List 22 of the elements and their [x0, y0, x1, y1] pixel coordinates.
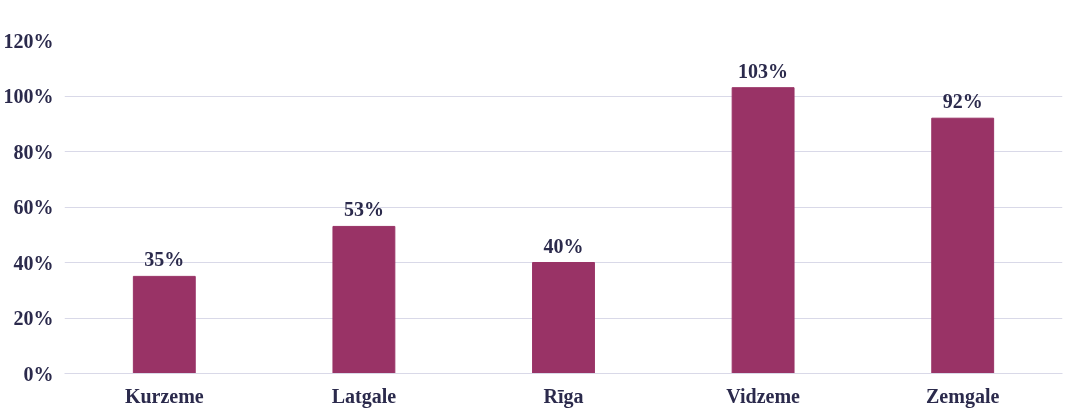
bar [931, 117, 995, 374]
data-label: 40% [543, 234, 584, 257]
y-tick-label: 100% [3, 85, 54, 107]
x-tick-label: Kurzeme [124, 384, 204, 407]
x-tick-label: Zemgale [926, 384, 1000, 408]
y-tick-label: 60% [13, 196, 54, 218]
y-tick-label: 0% [23, 362, 54, 385]
bar [332, 225, 396, 374]
x-tick-label: Latgale [331, 384, 397, 408]
y-tick-label: 80% [13, 140, 54, 163]
data-label: 92% [942, 90, 983, 113]
y-tick-label: 40% [13, 251, 54, 274]
x-tick-label: Rīga [543, 384, 584, 408]
data-label: 53% [343, 198, 384, 221]
bar [532, 262, 595, 374]
y-tick-label: 20% [13, 307, 54, 329]
bar [132, 275, 196, 374]
bar [731, 87, 795, 374]
data-label: 103% [738, 59, 789, 82]
data-label: 35% [144, 248, 185, 271]
y-tick-label: 120% [3, 29, 54, 52]
x-tick-label: Vidzeme [726, 384, 801, 407]
